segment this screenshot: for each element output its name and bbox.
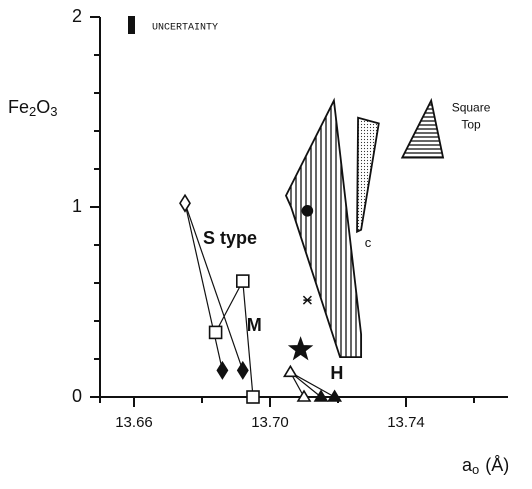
x-tick-label: 13.74 [387,414,425,431]
connector [184,203,244,371]
connector [215,280,244,333]
circle-marker [301,205,314,217]
x-tick-label: 13.66 [115,414,153,431]
square-marker [236,274,250,288]
diamond-marker [179,193,191,213]
x-label: ao (Å) [462,455,509,478]
y-label-part: Fe [8,97,29,117]
diamond-marker [216,360,229,380]
connector [184,203,223,371]
x-label-part: a [462,455,473,475]
y-label-part: O [36,97,50,117]
series-label: M [247,315,262,335]
series-label: S type [203,228,257,248]
region-label: Square Top [452,101,491,132]
connector [290,371,335,398]
triangle-marker [313,389,329,402]
triangle-marker [327,389,343,402]
y-tick-label: 0 [72,386,82,406]
connector [242,281,254,398]
y-tick-label: 2 [72,6,82,26]
diamond-marker [236,360,249,380]
star-marker [287,336,314,361]
region-label: c [365,235,372,250]
square-marker [208,325,223,340]
legend-text: UNCERTAINTY [152,23,218,34]
y-label: Fe2O3 [8,97,58,120]
y-label-part: 2 [29,104,36,119]
square-marker [246,390,260,404]
x-label-part: o [472,462,479,477]
x-label-part: (Å) [485,455,509,475]
region [284,97,363,358]
uncertainty-box [128,16,135,34]
triangle-marker [282,364,298,378]
y-label-part: 3 [50,104,57,119]
y-tick-label: 1 [72,196,82,216]
series-label: H [330,363,343,383]
region [400,97,445,159]
cross-marker [302,295,312,305]
region [356,116,380,234]
x-tick-label: 13.70 [251,414,289,431]
triangle-marker [296,389,312,402]
